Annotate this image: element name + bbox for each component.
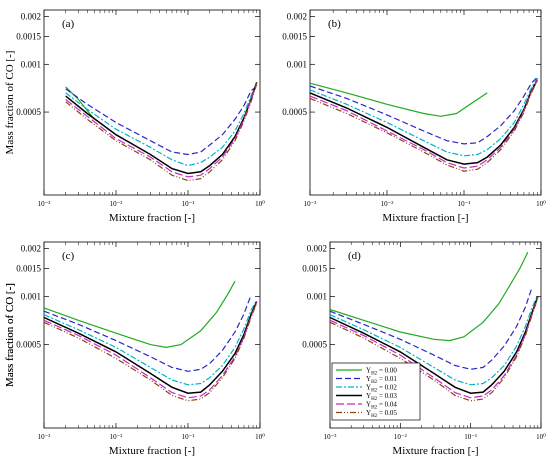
legend-box [331, 362, 421, 421]
x-tick-label: 10⁻² [110, 200, 123, 208]
y-tick-label: 0.0005 [282, 107, 307, 117]
series-line [329, 296, 539, 394]
x-tick-label: 10⁻² [394, 433, 407, 441]
x-tick-label: 10⁻³ [304, 200, 317, 208]
legend-label: YH2 = 0.04 [366, 401, 397, 411]
y-tick-label: 0.0015 [302, 264, 327, 274]
x-axis-label: Mixture fraction [-] [382, 212, 468, 224]
x-tick-label: 10⁰ [536, 433, 546, 441]
y-tick-label: 0.001 [21, 292, 41, 302]
y-tick-label: 0.0005 [302, 340, 327, 350]
x-tick-label: 10⁻¹ [458, 200, 471, 208]
x-axis-label: Mixture fraction [-] [109, 445, 195, 457]
series-line [309, 79, 539, 169]
series-line [65, 83, 258, 178]
x-tick-label: 10⁰ [255, 433, 265, 441]
y-tick-label: 0.002 [21, 244, 41, 254]
y-tick-label: 0.002 [287, 12, 307, 22]
x-tick-label: 10⁰ [255, 200, 265, 208]
x-tick-label: 10⁻³ [38, 200, 51, 208]
y-tick-label: 0.0005 [16, 107, 41, 117]
y-tick-label: 0.001 [287, 59, 307, 69]
y-tick-label: 0.0015 [282, 31, 307, 41]
panel-a: 10⁻³ 10⁻² 10⁻¹ 10⁰ 0.0005 0.001 0.0015 0.002 (a)… [4, 9, 265, 224]
panel-c: 10⁻³ 10⁻² 10⁻¹ 10⁰ 0.0005 0.001 0.0015 0.002 (c)… [4, 241, 265, 457]
legend-label: YH2 = 0.02 [366, 384, 397, 394]
series-line [309, 80, 539, 172]
y-tick-label: 0.001 [21, 59, 41, 69]
legend-label: YH2 = 0.05 [366, 409, 397, 419]
panel-label: (c) [62, 250, 75, 262]
panel-d: 10⁻³ 10⁻² 10⁻¹ 10⁰ 0.0005 0.001 0.0015 0.002 (d)… [4, 241, 546, 457]
series-line [65, 83, 258, 182]
legend-label: YH2 = 0.03 [366, 392, 397, 402]
y-axis-label: Mass fraction of CO [-] [4, 51, 16, 155]
series-line [329, 294, 539, 386]
series-line [43, 302, 258, 402]
panel-label: (a) [62, 18, 75, 30]
x-axis-label: Mixture fraction [-] [109, 212, 195, 224]
x-tick-label: 10⁻³ [324, 433, 337, 441]
y-tick-label: 0.0005 [16, 340, 41, 350]
panel-label: (b) [328, 18, 341, 30]
y-axis-label: Mass fraction of CO [-] [4, 283, 16, 387]
series-line [309, 76, 538, 145]
panel-label: (d) [348, 250, 361, 262]
y-axis-label: Mass fraction of CO [-] [4, 283, 16, 387]
series-line [329, 286, 533, 370]
series-line [43, 301, 258, 394]
series-line [65, 82, 258, 167]
plot-frame [43, 241, 261, 429]
plot-frame [329, 241, 542, 429]
series-line [65, 85, 258, 156]
legend-label: YH2 = 0.01 [366, 375, 397, 385]
series-line [65, 86, 95, 120]
x-tick-label: 10⁻³ [38, 433, 51, 441]
y-tick-label: 0.002 [21, 12, 41, 22]
series-line [43, 299, 258, 386]
x-tick-label: 10⁻¹ [464, 433, 477, 441]
y-tick-label: 0.002 [307, 244, 327, 254]
x-tick-label: 10⁻² [110, 433, 123, 441]
series-line [43, 294, 252, 372]
y-tick-label: 0.001 [307, 292, 327, 302]
x-tick-label: 10⁻² [381, 200, 394, 208]
plot-frame [309, 9, 542, 196]
series-line [43, 280, 236, 349]
x-tick-label: 10⁰ [536, 200, 546, 208]
x-tick-label: 10⁻¹ [182, 200, 195, 208]
x-axis-label: Mixture fraction [-] [392, 445, 478, 457]
x-tick-label: 10⁻¹ [182, 433, 195, 441]
plot-frame [43, 9, 261, 196]
series-line [309, 77, 539, 157]
legend-label: YH2 = 0.00 [366, 367, 397, 377]
series-line [329, 251, 529, 342]
y-tick-label: 0.0015 [16, 264, 41, 274]
series-line [43, 302, 258, 399]
series-line [309, 82, 488, 117]
y-tick-label: 0.0015 [16, 31, 41, 41]
panel-b: 10⁻³ 10⁻² 10⁻¹ 10⁰ 0.0005 0.001 0.0015 0.002 (b)… [282, 9, 546, 224]
